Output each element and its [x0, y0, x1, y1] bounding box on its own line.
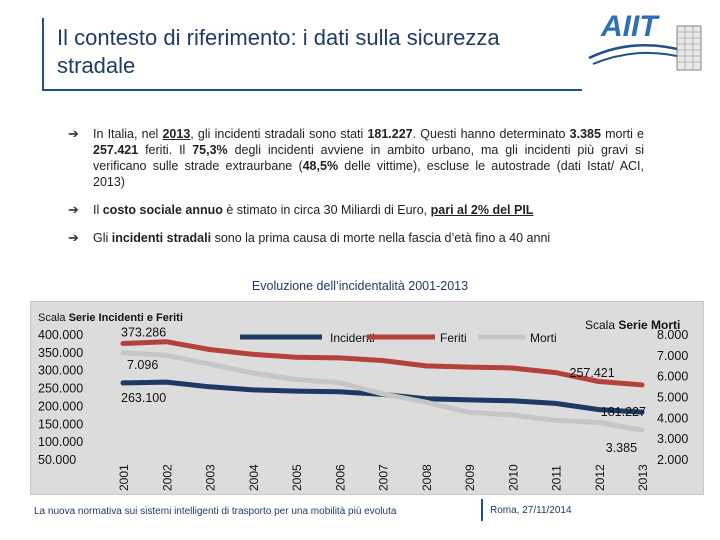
- slide-title: Il contesto di riferimento: i dati sulla…: [57, 25, 500, 78]
- right-tick-label: 6.000: [657, 370, 688, 384]
- bullet-item: ➔ In Italia, nel 2013, gli incidenti str…: [68, 126, 645, 189]
- left-tick-label: 200.000: [38, 399, 83, 413]
- right-axis-caption: Scala Serie Morti: [585, 318, 680, 332]
- right-tick-label: 5.000: [657, 391, 688, 405]
- x-tick-label: 2001: [117, 464, 131, 491]
- left-tick-label: 150.000: [38, 417, 83, 431]
- data-label: 263.100: [121, 391, 166, 405]
- x-tick-label: 2012: [593, 464, 607, 491]
- x-tick-label: 2009: [463, 464, 477, 491]
- legend-label: Incidenti: [330, 331, 375, 345]
- aiit-logo: AIIT: [588, 10, 702, 71]
- bullet-list: ➔ In Italia, nel 2013, gli incidenti str…: [68, 126, 644, 258]
- data-label: 257.421: [570, 366, 615, 380]
- title-accent-bar: [42, 18, 44, 90]
- x-tick-label: 2003: [204, 464, 218, 491]
- left-tick-label: 400.000: [38, 328, 83, 342]
- legend-label: Morti: [530, 331, 557, 345]
- right-tick-label: 2.000: [657, 453, 688, 467]
- series-line-incidenti: [120, 379, 645, 415]
- series-line-morti: [120, 350, 645, 433]
- footer-date: Roma, 27/11/2014: [490, 505, 572, 516]
- footer-divider: [481, 499, 483, 521]
- x-tick-label: 2002: [160, 464, 174, 491]
- x-tick-label: 2008: [420, 464, 434, 491]
- footer-caption: La nuova normativa sui sistemi intellige…: [34, 506, 397, 517]
- logo-text: AIIT: [600, 10, 660, 43]
- right-tick-label: 8.000: [657, 328, 688, 342]
- arrow-icon: ➔: [68, 230, 79, 245]
- right-tick-label: 7.000: [657, 349, 688, 363]
- x-tick-label: 2011: [550, 465, 564, 491]
- x-tick-label: 2004: [247, 464, 261, 491]
- left-axis-caption: Scala Serie Incidenti e Feriti: [38, 312, 183, 324]
- incidents-line-chart: Scala Serie Incidenti e Feriti Scala Seri…: [38, 312, 688, 491]
- series-line-feriti: [120, 339, 645, 388]
- bullet-item: ➔ Il costo sociale annuo è stimato in ci…: [68, 202, 534, 217]
- left-tick-label: 250.000: [38, 382, 83, 396]
- x-tick-label: 2007: [377, 464, 391, 491]
- arrow-icon: ➔: [68, 126, 79, 141]
- chart-background: [30, 301, 704, 495]
- legend-label: Feriti: [440, 331, 467, 345]
- left-tick-label: 350.000: [38, 346, 83, 360]
- data-label: 3.385: [606, 441, 637, 455]
- chart-title: Evoluzione dell’incidentalità 2001-2013: [251, 279, 469, 293]
- x-tick-label: 2013: [636, 464, 650, 491]
- data-label: 373.286: [121, 326, 166, 340]
- left-tick-label: 300.000: [38, 364, 83, 378]
- left-tick-label: 100.000: [38, 435, 83, 449]
- data-label: 181.227: [601, 405, 646, 419]
- title-underline: [42, 89, 582, 91]
- x-tick-label: 2006: [333, 464, 347, 491]
- left-tick-label: 50.000: [38, 453, 76, 467]
- bullet-item: ➔ Gli incidenti stradali sono la prima c…: [68, 230, 551, 245]
- x-tick-label: 2010: [506, 464, 520, 491]
- data-label: 7.096: [127, 358, 158, 372]
- right-tick-label: 4.000: [657, 411, 688, 425]
- x-tick-label: 2005: [290, 464, 304, 491]
- right-tick-label: 3.000: [657, 432, 688, 446]
- arrow-icon: ➔: [68, 202, 79, 217]
